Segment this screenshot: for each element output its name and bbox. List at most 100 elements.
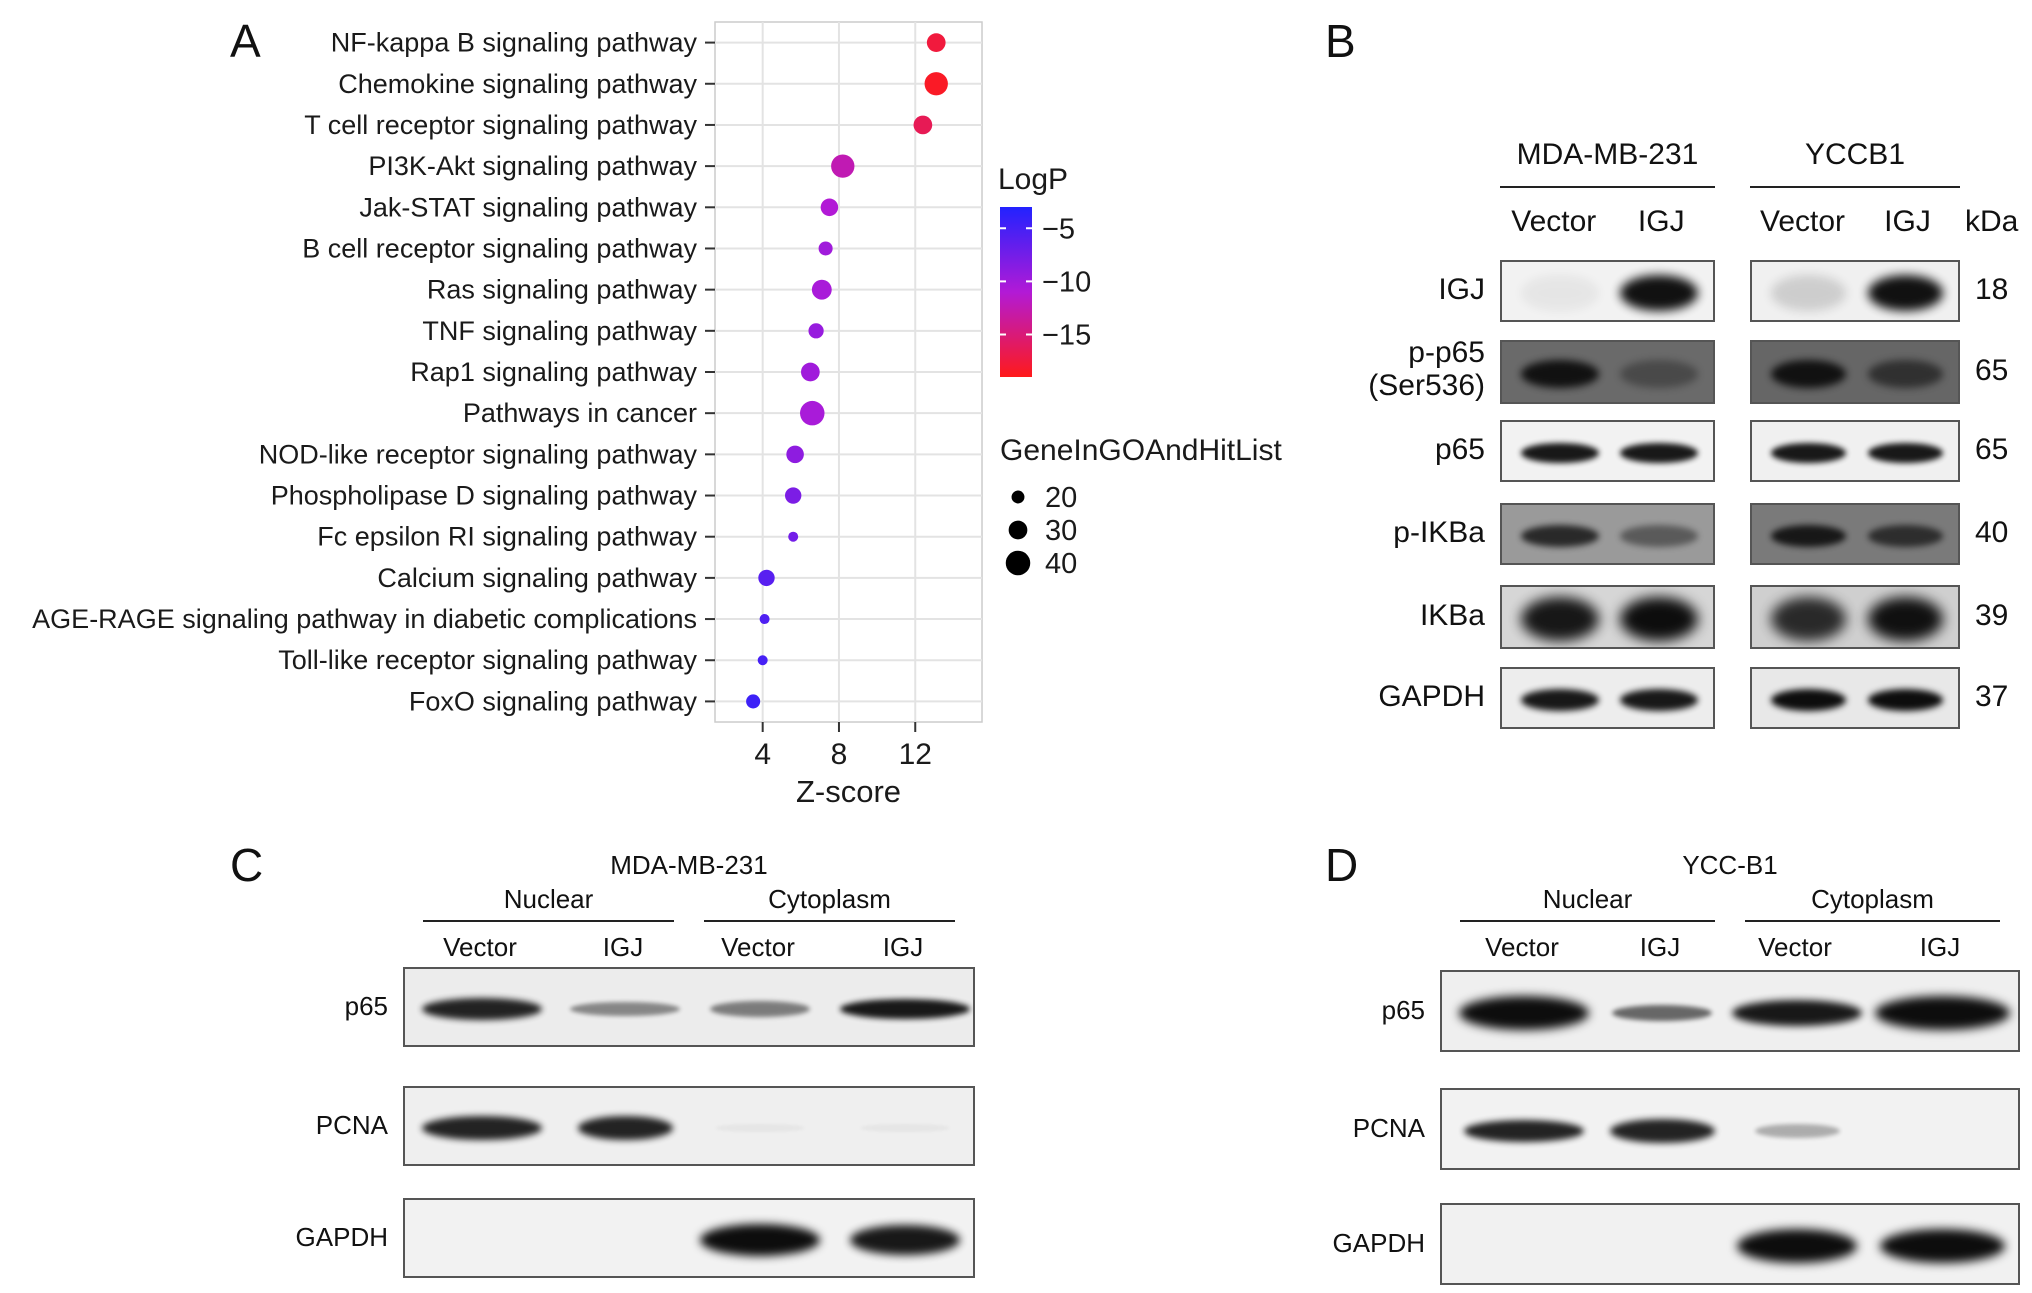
protein-band — [1459, 996, 1589, 1030]
protein-band — [1612, 1005, 1712, 1021]
protein-band — [850, 1225, 960, 1255]
protein-band — [1867, 689, 1944, 711]
y-tick-label: NOD-like receptor signaling pathway — [259, 439, 698, 469]
data-point — [746, 694, 761, 709]
blot-strip — [1750, 667, 1960, 729]
lane-label: IGJ — [602, 932, 644, 962]
lane-label: Vector — [1511, 205, 1597, 238]
data-point — [811, 279, 832, 300]
kda-header: kDa — [1965, 205, 2019, 238]
protein-band — [1620, 597, 1698, 641]
protein-band — [1732, 1000, 1862, 1026]
protein-band — [1521, 275, 1599, 311]
header-underline — [1750, 186, 1960, 188]
protein-band — [1737, 1229, 1857, 1263]
blot-strip — [1440, 970, 2020, 1052]
protein-band — [570, 1002, 680, 1016]
header-underline — [1500, 186, 1715, 188]
protein-band — [1521, 525, 1599, 547]
protein-band — [577, 1116, 673, 1140]
y-tick-label: T cell receptor signaling pathway — [304, 110, 697, 140]
blot-strip — [1500, 340, 1715, 404]
panel-d-label: D — [1325, 839, 1359, 891]
fraction-underline — [704, 920, 955, 922]
protein-band — [1770, 275, 1847, 311]
lane-label: Vector — [1758, 932, 1832, 962]
protein-band — [860, 1124, 950, 1132]
molecular-weight: 37 — [1975, 680, 2009, 713]
size-legend-dot — [1008, 520, 1028, 540]
blot-strip — [403, 1086, 975, 1166]
data-point — [924, 72, 948, 96]
blot-row-label: p65 — [1434, 433, 1485, 466]
protein-band — [1754, 1124, 1840, 1138]
panel-a-label: A — [230, 15, 261, 67]
blot-row-label: PCNA — [1352, 1113, 1425, 1143]
color-legend-title: LogP — [998, 163, 1068, 196]
blot-row-label: GAPDH — [1332, 1228, 1425, 1258]
blot-strip — [1500, 420, 1715, 482]
protein-band — [715, 1124, 805, 1132]
fraction-label: Nuclear — [503, 884, 594, 914]
color-legend-tick-label: −10 — [1042, 266, 1091, 298]
protein-band — [1620, 275, 1698, 311]
blot-strip — [403, 967, 975, 1047]
protein-band — [840, 999, 970, 1019]
lane-label: Vector — [721, 932, 795, 962]
protein-band — [1620, 443, 1698, 463]
protein-band — [1521, 597, 1599, 641]
blot-strip — [1500, 667, 1715, 729]
molecular-weight: 65 — [1975, 354, 2009, 387]
protein-band — [1521, 443, 1599, 463]
fraction-label: Nuclear — [1542, 884, 1633, 914]
blot-strip — [1500, 260, 1715, 322]
molecular-weight: 18 — [1975, 273, 2009, 306]
panel-b-label: B — [1325, 15, 1356, 67]
protein-band — [422, 1116, 542, 1140]
molecular-weight: 39 — [1975, 599, 2009, 632]
x-axis-label: Z-score — [796, 774, 901, 809]
protein-band — [1620, 525, 1698, 547]
cell-line-header: MDA-MB-231 — [1516, 138, 1699, 171]
blot-strip — [1750, 340, 1960, 404]
blot-title: MDA-MB-231 — [610, 850, 768, 880]
x-tick-label: 12 — [899, 738, 932, 771]
protein-band — [710, 1001, 810, 1017]
protein-band — [1620, 360, 1698, 388]
y-tick-label: Fc epsilon RI signaling pathway — [317, 522, 697, 552]
x-tick-label: 8 — [831, 738, 848, 771]
y-tick-label: B cell receptor signaling pathway — [302, 233, 697, 263]
protein-band — [1874, 996, 2010, 1030]
blot-strip — [1440, 1088, 2020, 1170]
panel-c-label: C — [230, 839, 264, 891]
lane-label: IGJ — [1884, 205, 1931, 238]
y-tick-label: Phospholipase D signaling pathway — [271, 481, 698, 511]
protein-band — [1867, 597, 1944, 641]
blot-row-label: p-IKBa — [1393, 516, 1485, 549]
protein-band — [1867, 443, 1944, 463]
fraction-label: Cytoplasm — [768, 884, 891, 914]
size-legend-title: GeneInGOAndHitList — [1000, 434, 1282, 467]
protein-band — [1620, 689, 1698, 711]
y-tick-label: PI3K-Akt signaling pathway — [368, 151, 697, 181]
blot-strip — [403, 1198, 975, 1278]
lane-label: IGJ — [1919, 932, 1961, 962]
data-point — [800, 400, 825, 426]
data-point — [808, 323, 824, 339]
blot-row-label: p-p65 (Ser536) — [1368, 336, 1485, 402]
data-point — [757, 655, 768, 666]
lane-label: Vector — [443, 932, 517, 962]
molecular-weight: 40 — [1975, 516, 2009, 549]
protein-band — [422, 998, 542, 1020]
molecular-weight: 65 — [1975, 433, 2009, 466]
data-point — [818, 241, 833, 256]
color-legend-tick-label: −15 — [1042, 320, 1091, 352]
y-tick-label: Ras signaling pathway — [427, 275, 698, 305]
y-tick-label: Chemokine signaling pathway — [338, 69, 697, 99]
blot-row-label: IKBa — [1419, 599, 1485, 632]
protein-band — [1609, 1119, 1715, 1143]
protein-band — [1770, 360, 1847, 388]
blot-row-label: p65 — [344, 991, 388, 1021]
blot-strip — [1500, 503, 1715, 565]
size-legend-dot — [1011, 490, 1025, 504]
